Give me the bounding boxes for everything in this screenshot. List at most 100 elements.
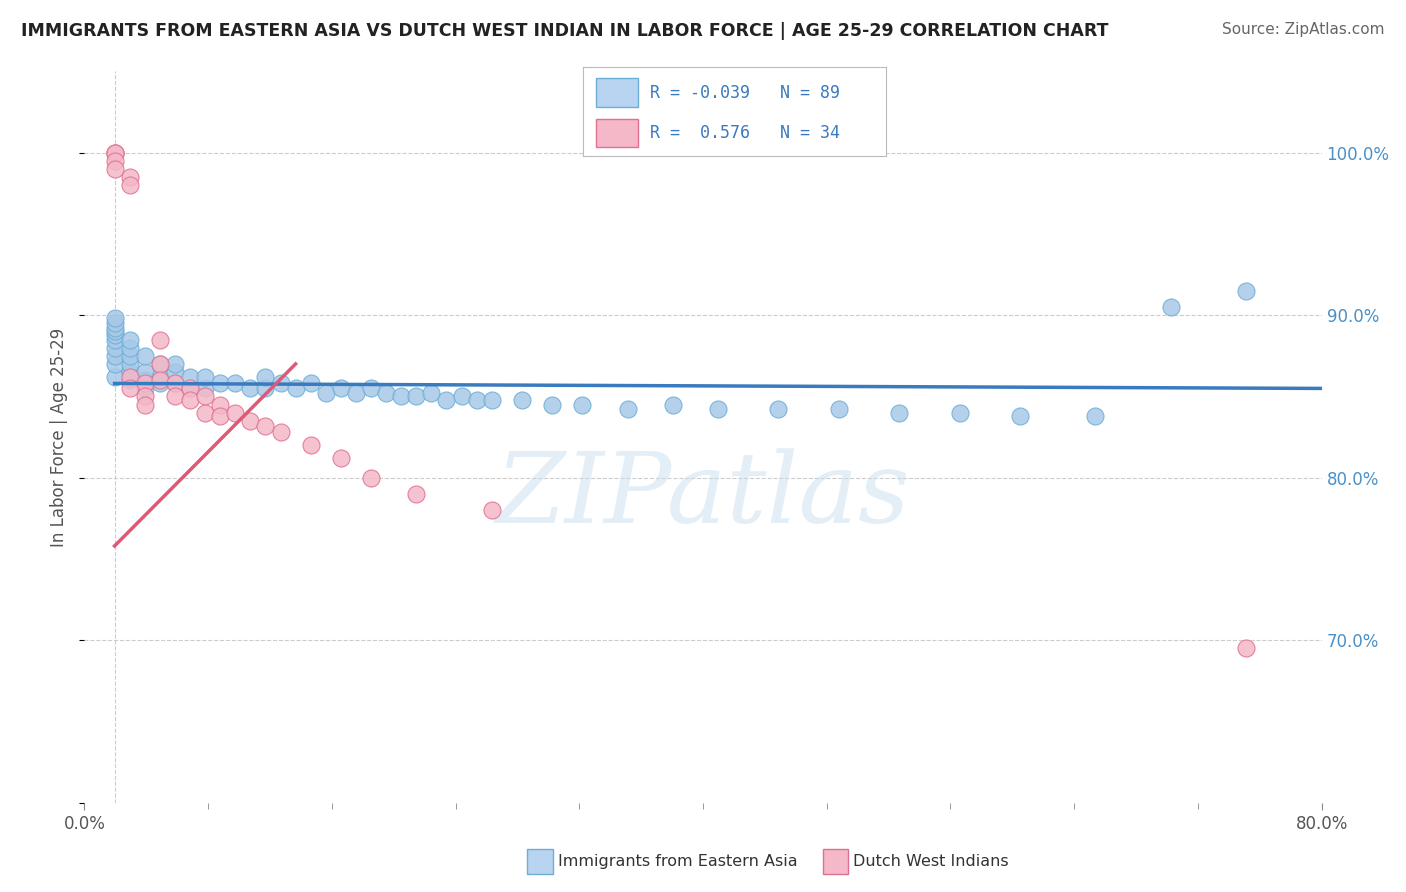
Point xyxy=(149,357,172,371)
Point xyxy=(541,398,564,412)
Point xyxy=(299,438,322,452)
Point xyxy=(239,381,262,395)
Point xyxy=(194,370,217,384)
Text: R =  0.576   N = 34: R = 0.576 N = 34 xyxy=(650,124,839,142)
Point xyxy=(375,386,398,401)
Point xyxy=(163,365,186,379)
Point xyxy=(179,392,201,407)
Point xyxy=(1234,284,1257,298)
Point xyxy=(194,389,217,403)
Point xyxy=(103,145,125,160)
Point xyxy=(118,349,141,363)
Bar xyxy=(596,78,638,107)
Point xyxy=(270,425,292,440)
Point xyxy=(103,145,125,160)
Point xyxy=(616,402,638,417)
Point xyxy=(224,406,246,420)
Point xyxy=(118,169,141,184)
Point xyxy=(163,376,186,391)
Text: IMMIGRANTS FROM EASTERN ASIA VS DUTCH WEST INDIAN IN LABOR FORCE | AGE 25-29 COR: IMMIGRANTS FROM EASTERN ASIA VS DUTCH WE… xyxy=(21,22,1108,40)
Point xyxy=(1340,409,1362,423)
Point xyxy=(134,349,156,363)
Point xyxy=(1160,300,1182,314)
Point xyxy=(889,406,911,420)
Point xyxy=(450,389,472,403)
Point xyxy=(224,376,246,391)
Point xyxy=(103,161,125,176)
Point xyxy=(134,376,156,391)
Point xyxy=(254,370,277,384)
Point xyxy=(209,376,232,391)
Point xyxy=(149,357,172,371)
Point xyxy=(420,386,443,401)
Point xyxy=(436,392,458,407)
Point xyxy=(662,398,685,412)
Point xyxy=(103,349,125,363)
Point xyxy=(118,341,141,355)
Point xyxy=(103,153,125,168)
Point xyxy=(179,381,201,395)
Point xyxy=(315,386,337,401)
Point xyxy=(118,365,141,379)
Point xyxy=(179,370,201,384)
Point xyxy=(103,145,125,160)
Point xyxy=(389,389,412,403)
Point xyxy=(481,392,503,407)
Point xyxy=(344,386,367,401)
Point xyxy=(134,365,156,379)
Point xyxy=(1084,409,1107,423)
Point xyxy=(360,471,382,485)
Point xyxy=(149,370,172,384)
Point xyxy=(1008,409,1031,423)
Point xyxy=(405,487,427,501)
Point xyxy=(103,325,125,339)
Point xyxy=(239,414,262,428)
Point xyxy=(103,370,125,384)
Point xyxy=(270,376,292,391)
Point xyxy=(209,409,232,423)
Point xyxy=(149,376,172,391)
Point xyxy=(194,406,217,420)
Point xyxy=(103,321,125,335)
Point xyxy=(948,406,970,420)
Point xyxy=(329,381,352,395)
Point xyxy=(163,357,186,371)
Y-axis label: In Labor Force | Age 25-29: In Labor Force | Age 25-29 xyxy=(51,327,69,547)
Point xyxy=(194,381,217,395)
Point xyxy=(103,316,125,330)
Point xyxy=(1234,641,1257,656)
Point xyxy=(465,392,488,407)
Point xyxy=(163,389,186,403)
Point xyxy=(103,341,125,355)
Text: ZIPatlas: ZIPatlas xyxy=(496,448,910,543)
Point xyxy=(118,370,141,384)
Point xyxy=(163,376,186,391)
Point xyxy=(510,392,533,407)
Point xyxy=(103,333,125,347)
Point xyxy=(118,333,141,347)
Point xyxy=(571,398,593,412)
Point xyxy=(179,381,201,395)
Point xyxy=(134,389,156,403)
Text: Dutch West Indians: Dutch West Indians xyxy=(853,855,1010,869)
Text: Source: ZipAtlas.com: Source: ZipAtlas.com xyxy=(1222,22,1385,37)
Point xyxy=(118,373,141,387)
Point xyxy=(405,389,427,403)
Point xyxy=(360,381,382,395)
Point xyxy=(149,373,172,387)
Point xyxy=(481,503,503,517)
Point xyxy=(118,381,141,395)
Text: R = -0.039   N = 89: R = -0.039 N = 89 xyxy=(650,84,839,102)
Point xyxy=(134,398,156,412)
Text: Immigrants from Eastern Asia: Immigrants from Eastern Asia xyxy=(558,855,797,869)
Point xyxy=(103,357,125,371)
Point xyxy=(299,376,322,391)
Point xyxy=(103,311,125,326)
Point xyxy=(254,418,277,433)
Point xyxy=(118,178,141,193)
Point xyxy=(103,327,125,342)
Point xyxy=(768,402,790,417)
Point xyxy=(209,398,232,412)
Point xyxy=(284,381,307,395)
Point xyxy=(134,381,156,395)
